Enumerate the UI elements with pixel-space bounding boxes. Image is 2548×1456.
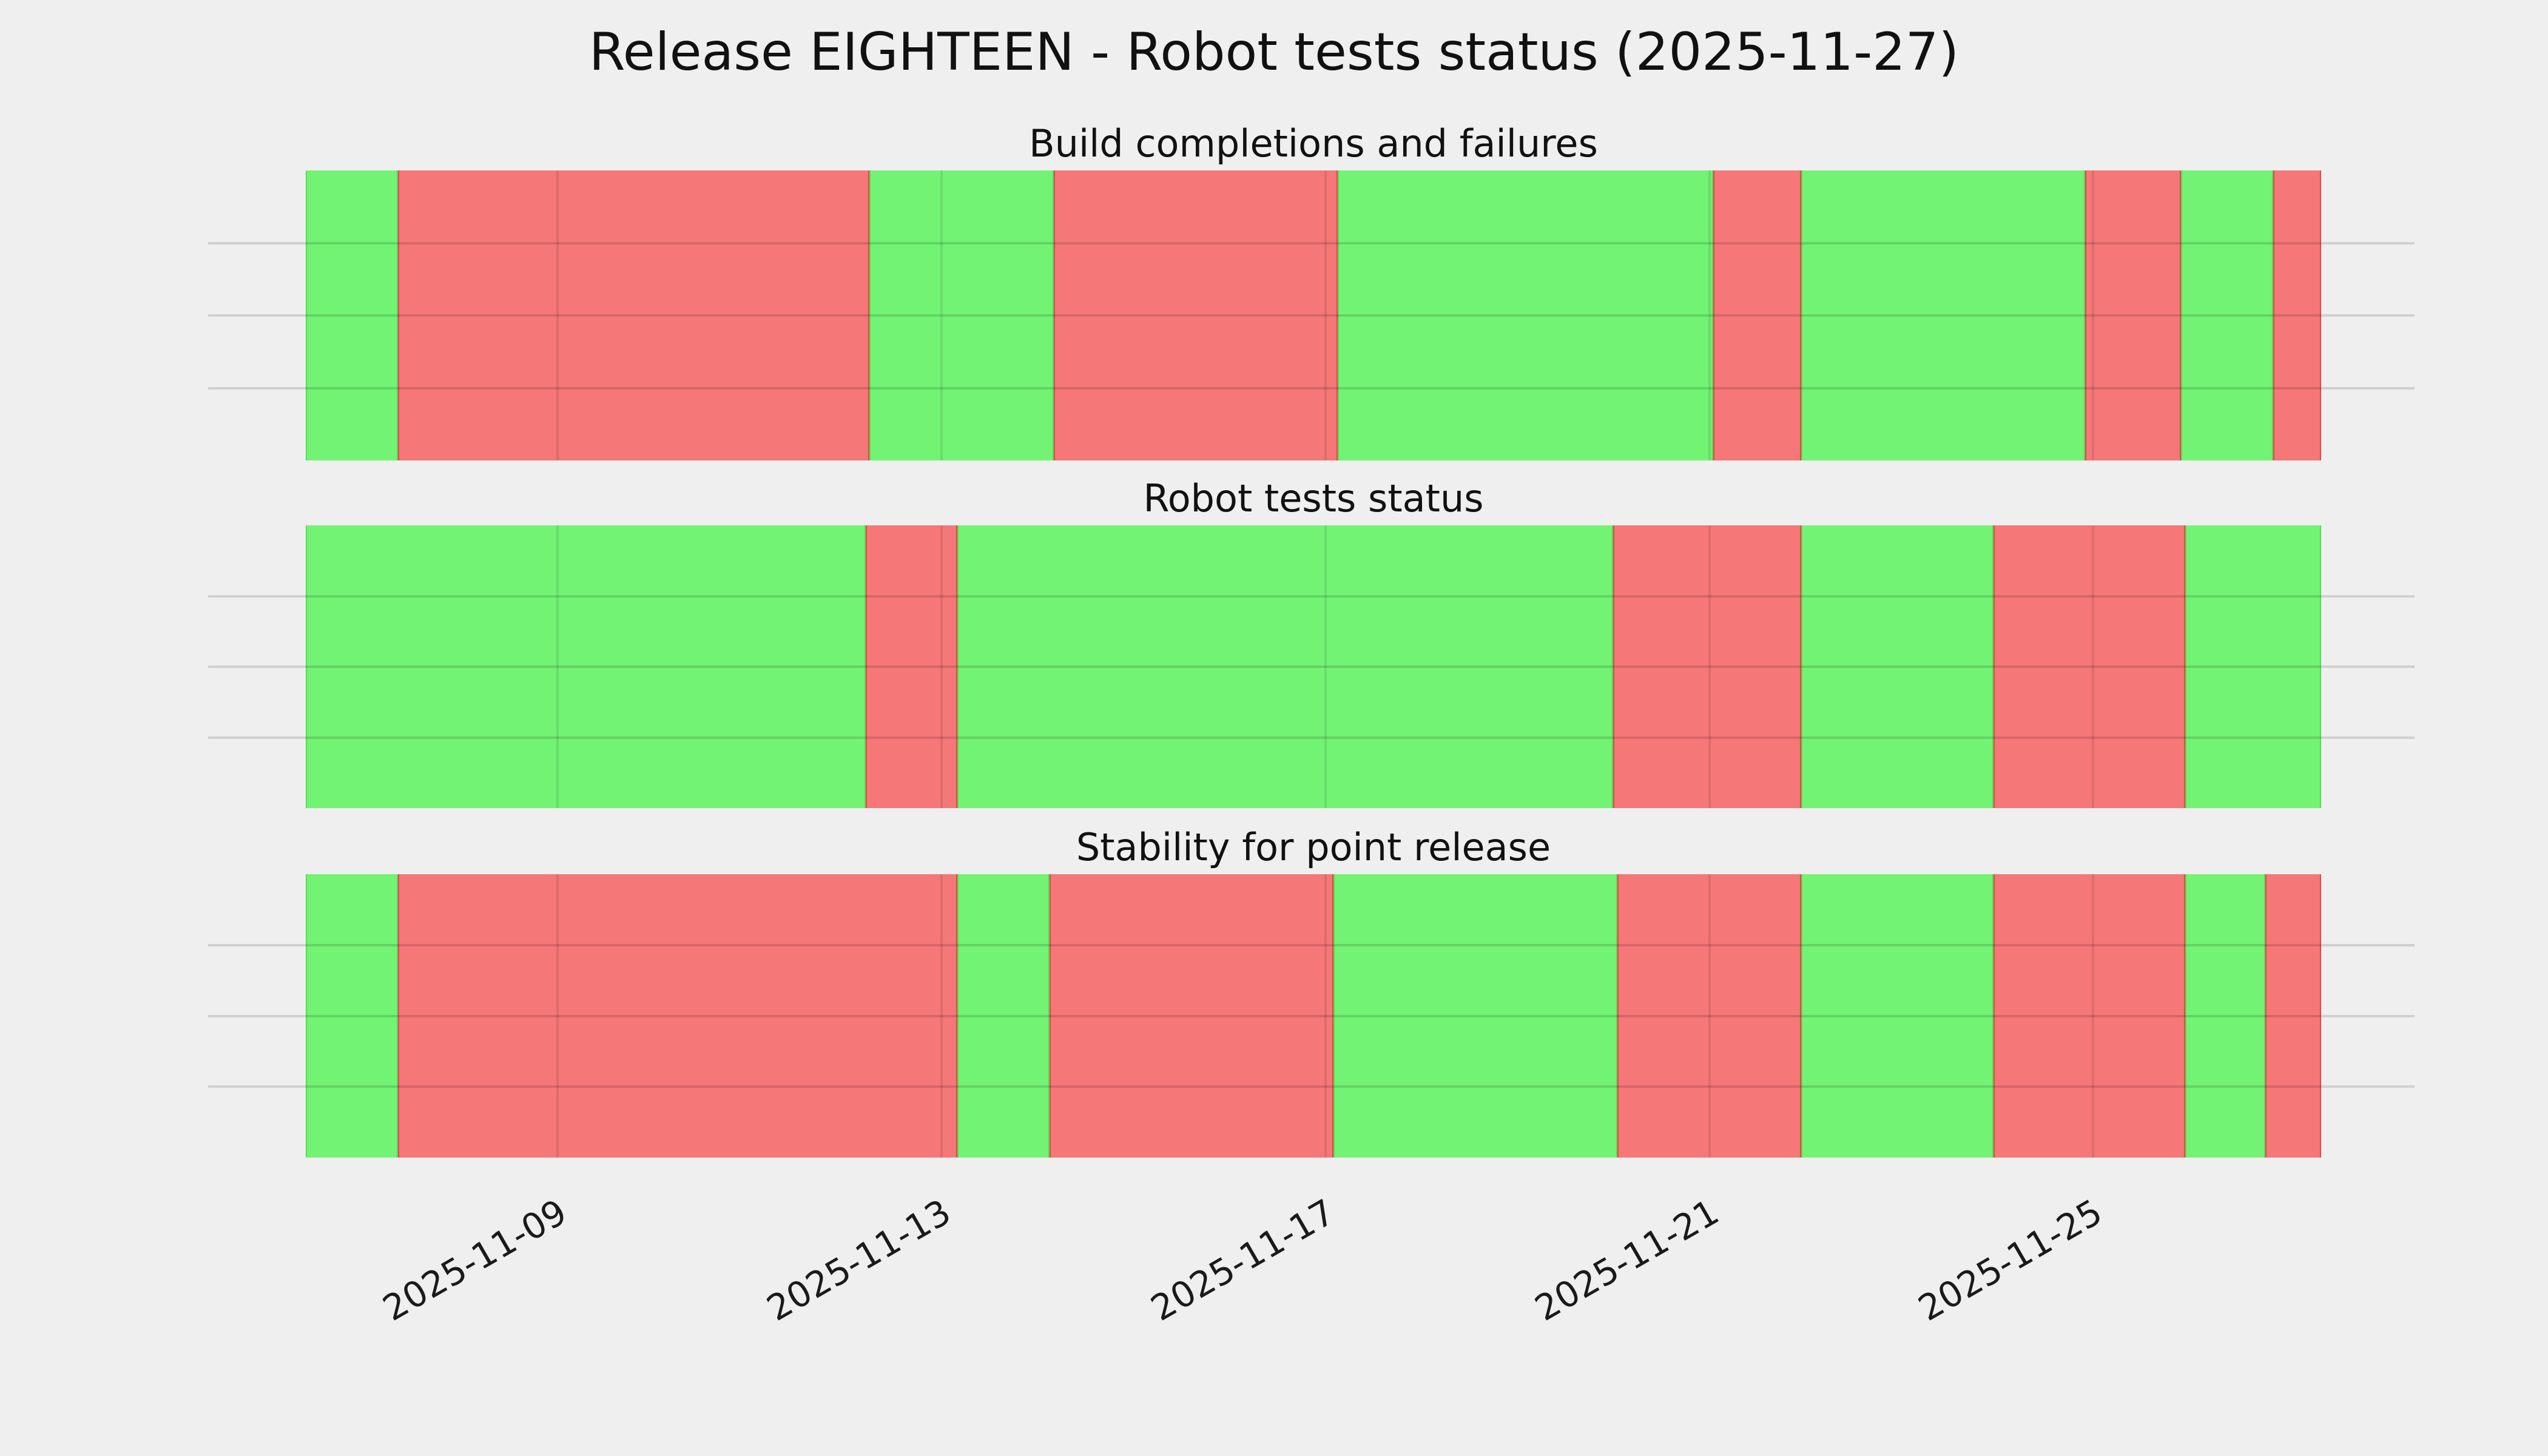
v-gridline bbox=[1324, 874, 1327, 1158]
panel-title: Build completions and failures bbox=[1029, 121, 1598, 166]
status-segment-ok bbox=[1337, 170, 1714, 460]
chart-title: Release EIGHTEEN - Robot tests status (2… bbox=[588, 22, 1960, 83]
h-gridline bbox=[208, 314, 2415, 317]
status-segment-ok bbox=[1333, 874, 1617, 1158]
h-gridline bbox=[208, 242, 2415, 244]
h-gridline bbox=[208, 736, 2415, 739]
v-gridline bbox=[1708, 525, 1711, 808]
h-gridline bbox=[208, 944, 2415, 946]
h-gridline bbox=[208, 595, 2415, 598]
status-segment-fail bbox=[1713, 170, 1802, 460]
status-segment-fail bbox=[1993, 525, 2185, 808]
status-segment-fail bbox=[2265, 874, 2321, 1158]
status-segment-ok bbox=[869, 170, 1054, 460]
v-gridline bbox=[940, 874, 943, 1158]
status-segment-ok bbox=[1801, 525, 1994, 808]
status-panel bbox=[306, 874, 2321, 1158]
v-gridline bbox=[1708, 170, 1711, 460]
v-gridline bbox=[940, 170, 943, 460]
v-gridline bbox=[556, 525, 559, 808]
x-tick-label: 2025-11-13 bbox=[760, 1191, 958, 1329]
v-gridline bbox=[1708, 874, 1711, 1158]
status-segment-ok bbox=[2181, 170, 2273, 460]
status-segment-ok bbox=[1801, 170, 2086, 460]
v-gridline bbox=[1324, 170, 1327, 460]
h-gridline bbox=[208, 387, 2415, 389]
v-gridline bbox=[1324, 525, 1327, 808]
status-segment-fail bbox=[2273, 170, 2321, 460]
h-gridline bbox=[208, 666, 2415, 668]
x-tick-label: 2025-11-09 bbox=[376, 1191, 574, 1329]
status-segment-fail bbox=[2085, 170, 2182, 460]
status-segment-fail bbox=[865, 525, 958, 808]
status-segment-fail bbox=[397, 874, 958, 1158]
v-gridline bbox=[2092, 170, 2095, 460]
v-gridline bbox=[556, 170, 559, 460]
status-segment-ok bbox=[306, 525, 866, 808]
x-tick-label: 2025-11-21 bbox=[1528, 1191, 1726, 1329]
x-tick-label: 2025-11-17 bbox=[1144, 1191, 1342, 1329]
status-segment-fail bbox=[1993, 874, 2185, 1158]
status-segment-ok bbox=[2185, 525, 2321, 808]
status-segment-ok bbox=[306, 170, 398, 460]
status-panel bbox=[306, 525, 2321, 808]
x-tick-label: 2025-11-25 bbox=[1911, 1191, 2109, 1329]
status-segment-ok bbox=[2185, 874, 2265, 1158]
status-segment-ok bbox=[957, 874, 1050, 1158]
h-gridline bbox=[208, 1015, 2415, 1017]
v-gridline bbox=[2092, 874, 2095, 1158]
panel-title: Stability for point release bbox=[1076, 825, 1551, 869]
status-segment-ok bbox=[957, 525, 1614, 808]
status-segment-fail bbox=[1049, 874, 1333, 1158]
v-gridline bbox=[2092, 525, 2095, 808]
status-segment-fail bbox=[1613, 525, 1802, 808]
status-segment-ok bbox=[306, 874, 398, 1158]
status-segment-fail bbox=[1617, 874, 1802, 1158]
status-segment-ok bbox=[1801, 874, 1994, 1158]
panel-title: Robot tests status bbox=[1143, 476, 1484, 521]
status-segment-fail bbox=[1053, 170, 1338, 460]
h-gridline bbox=[208, 1085, 2415, 1088]
status-segment-fail bbox=[397, 170, 870, 460]
v-gridline bbox=[556, 874, 559, 1158]
v-gridline bbox=[940, 525, 943, 808]
status-panel bbox=[306, 170, 2321, 460]
